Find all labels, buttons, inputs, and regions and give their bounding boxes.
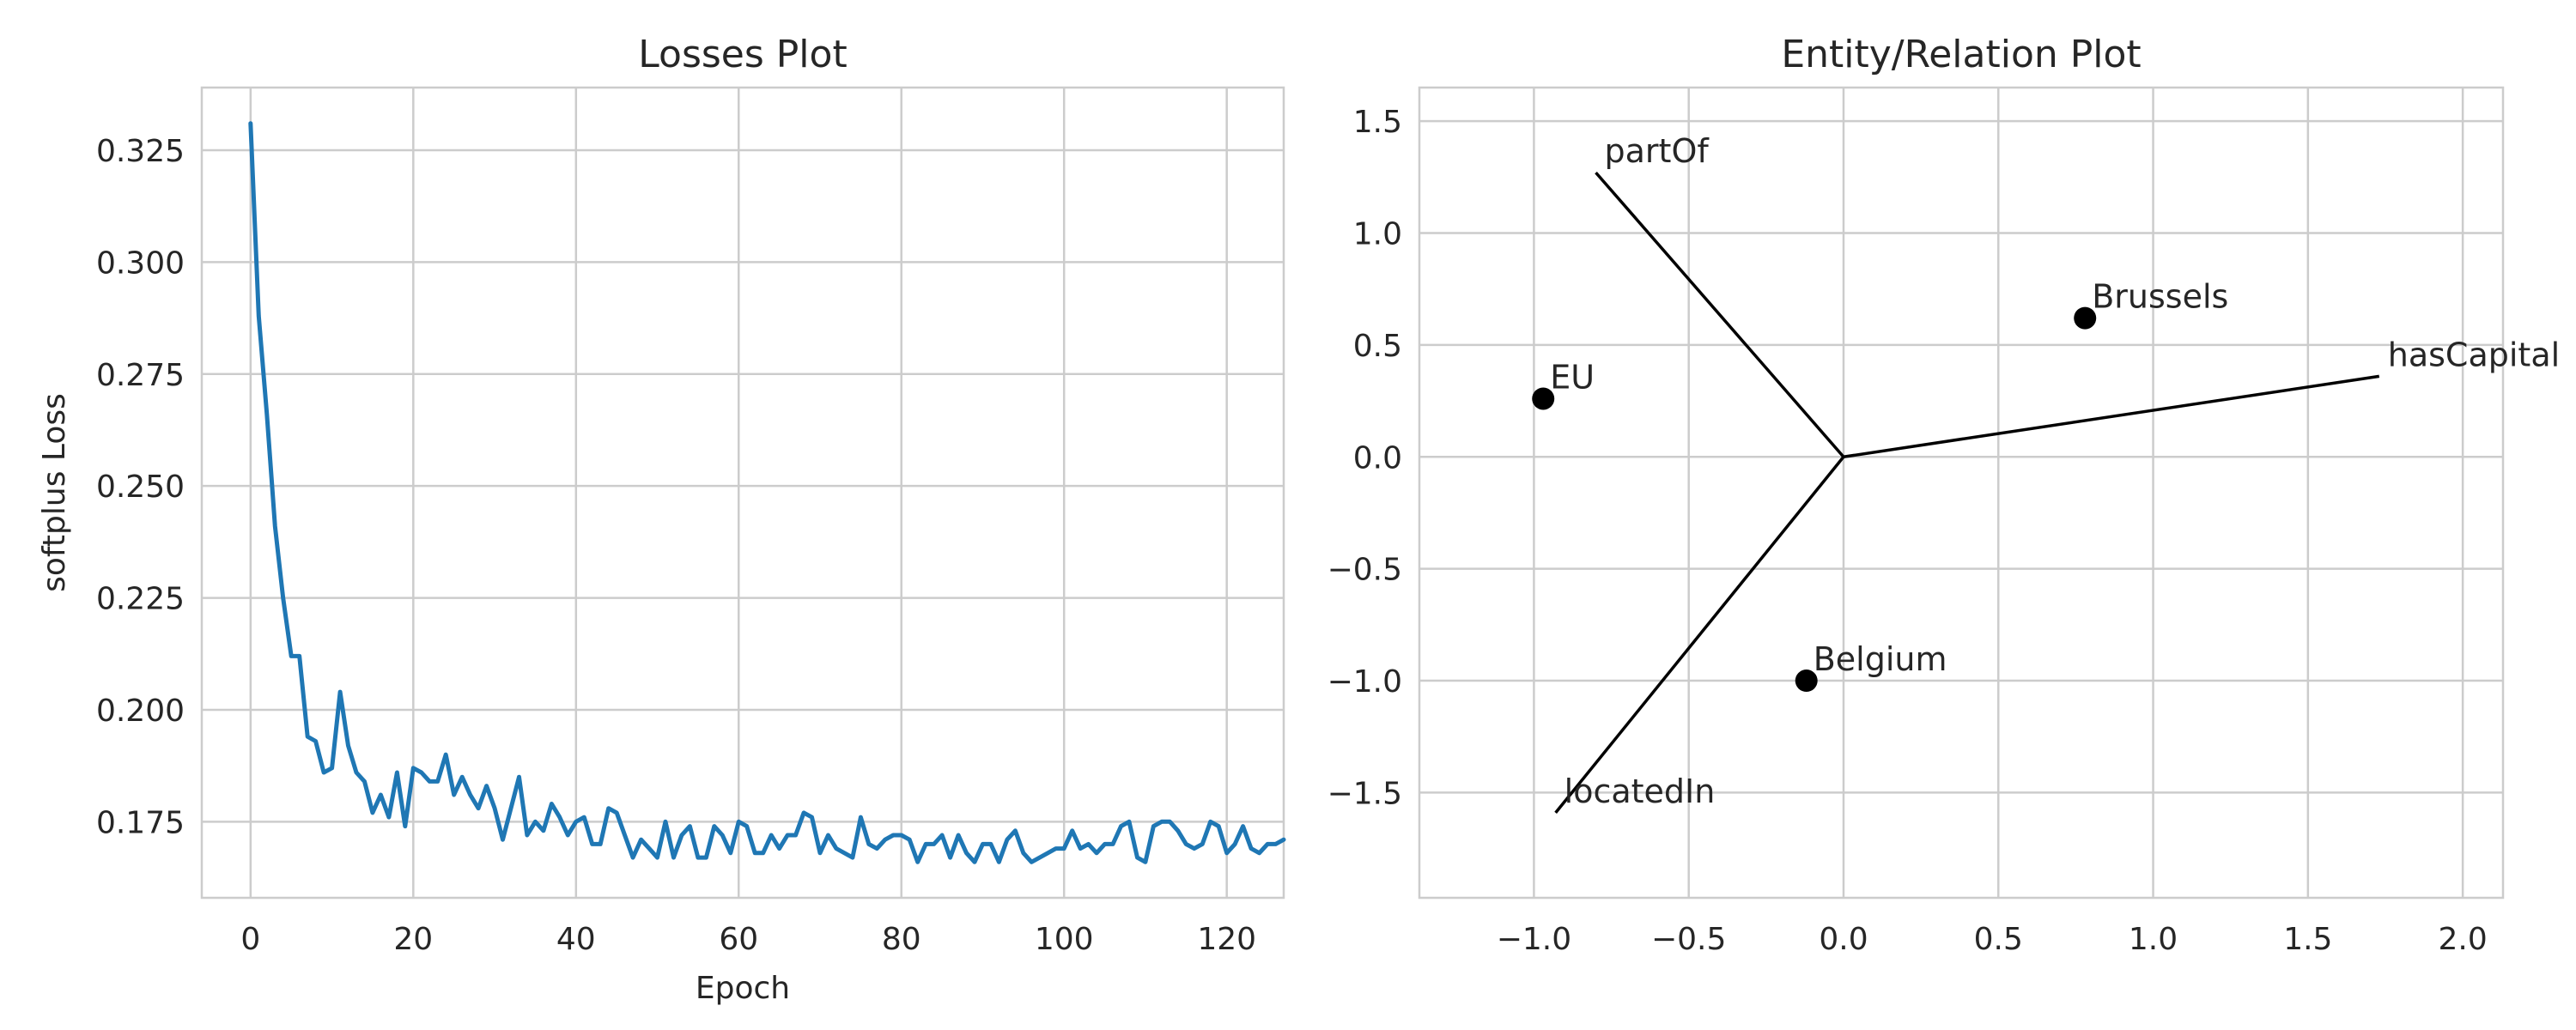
entity-points: Brussels EU Belgium — [1532, 278, 2228, 693]
entity-relation-chart: partOf hasCapital locatedIn Brussels EU Belg… — [1327, 33, 2561, 957]
entity-relation-x-ticks: −1.0 −0.5 0.0 0.5 1.0 1.5 2.0 — [1497, 922, 2488, 957]
losses-chart: 0 20 40 60 80 100 120 0.175 0.200 0.225 0.250 0.27… — [37, 33, 1286, 1006]
entity-relation-y-tick-label: −1.5 — [1327, 776, 1402, 811]
losses-y-tick-label: 0.175 — [96, 805, 185, 840]
entity-point-Belgium — [1795, 670, 1818, 693]
relation-label-hasCapital: hasCapital — [2388, 336, 2560, 373]
losses-y-tick-label: 0.250 — [96, 470, 185, 505]
losses-grid — [202, 88, 1284, 898]
entity-relation-x-tick-label: 0.0 — [1819, 922, 1868, 957]
entity-relation-x-tick-label: 1.5 — [2283, 922, 2332, 957]
losses-y-tick-label: 0.275 — [96, 358, 185, 393]
loss-series-line — [248, 121, 1286, 864]
entity-relation-x-tick-label: 0.5 — [1974, 922, 2023, 957]
entity-relation-y-tick-label: 0.5 — [1353, 329, 1402, 364]
entity-point-EU — [1532, 387, 1555, 410]
losses-x-axis-label: Epoch — [696, 971, 790, 1006]
entity-relation-x-tick-label: −1.0 — [1497, 922, 1571, 957]
entity-relation-x-tick-label: 1.0 — [2129, 922, 2178, 957]
losses-x-tick-label: 60 — [719, 922, 758, 957]
relation-vector-partOf — [1595, 171, 1845, 458]
relation-label-partOf: partOf — [1605, 132, 1710, 170]
entity-relation-y-tick-label: −0.5 — [1327, 553, 1402, 588]
entity-relation-y-tick-label: −1.0 — [1327, 664, 1402, 700]
entity-relation-chart-title: Entity/Relation Plot — [1781, 33, 2141, 76]
losses-y-ticks: 0.175 0.200 0.225 0.250 0.275 0.300 0.325 — [96, 134, 185, 840]
entity-relation-plot-frame — [1418, 86, 2505, 900]
entity-relation-grid — [1419, 88, 2503, 898]
losses-x-tick-label: 120 — [1197, 922, 1256, 957]
losses-chart-title: Losses Plot — [638, 33, 847, 76]
relation-vector-locatedIn — [1554, 456, 1845, 815]
losses-y-tick-label: 0.300 — [96, 245, 185, 281]
entity-label-Brussels: Brussels — [2092, 278, 2228, 316]
entity-relation-x-tick-label: 2.0 — [2438, 922, 2487, 957]
losses-plot-frame — [200, 86, 1285, 900]
entity-relation-y-tick-label: 0.0 — [1353, 440, 1402, 476]
relation-vector-hasCapital — [1843, 374, 2380, 459]
losses-y-tick-label: 0.225 — [96, 582, 185, 617]
losses-x-tick-label: 0 — [240, 922, 260, 957]
losses-y-axis-label: softplus Loss — [37, 393, 72, 592]
entity-relation-x-tick-label: −0.5 — [1651, 922, 1726, 957]
losses-y-tick-label: 0.325 — [96, 134, 185, 169]
losses-x-tick-label: 100 — [1035, 922, 1094, 957]
losses-y-tick-label: 0.200 — [96, 694, 185, 729]
losses-x-ticks: 0 20 40 60 80 100 120 — [240, 922, 1256, 957]
losses-x-tick-label: 40 — [556, 922, 596, 957]
entity-label-EU: EU — [1550, 358, 1595, 396]
entity-label-Belgium: Belgium — [1814, 640, 1947, 678]
losses-x-tick-label: 80 — [882, 922, 921, 957]
entity-relation-y-tick-label: 1.5 — [1353, 105, 1402, 140]
entity-relation-y-tick-label: 1.0 — [1353, 217, 1402, 252]
entity-relation-y-ticks: −1.5 −1.0 −0.5 0.0 0.5 1.0 1.5 — [1327, 105, 1402, 811]
entity-point-Brussels — [2074, 306, 2097, 330]
relation-vectors: partOf hasCapital locatedIn — [1554, 132, 2560, 815]
losses-x-tick-label: 20 — [393, 922, 433, 957]
relation-label-locatedIn: locatedIn — [1564, 772, 1716, 810]
